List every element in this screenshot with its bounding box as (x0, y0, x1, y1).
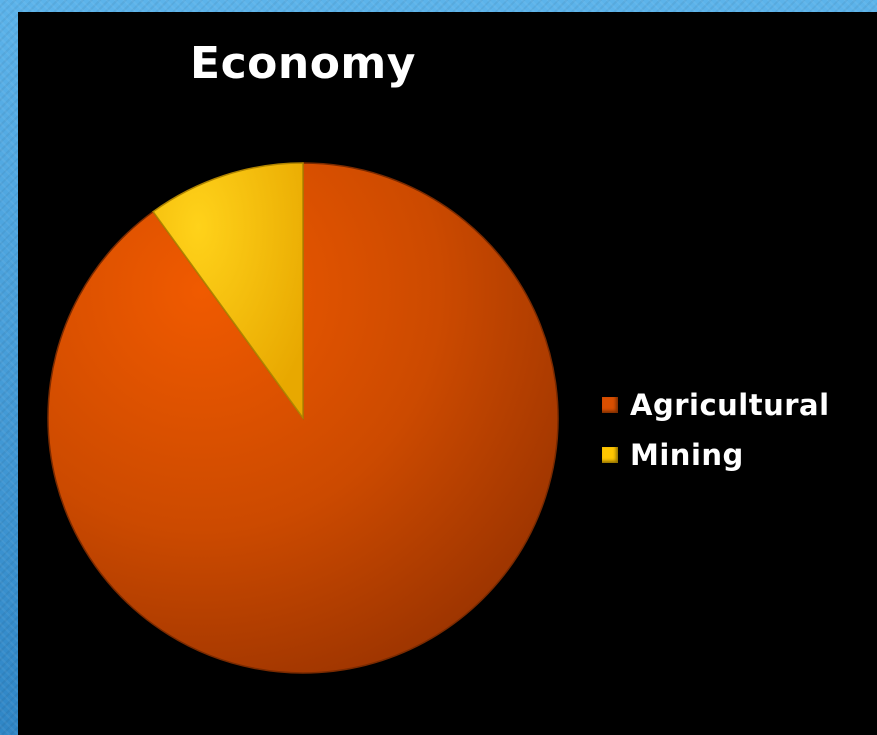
chart-title: Economy (190, 38, 416, 89)
pie-slice-agricultural (47, 162, 559, 674)
legend-label-mining: Mining (630, 438, 744, 472)
legend-swatch-agricultural (602, 397, 618, 413)
legend-item-mining: Mining (602, 430, 830, 480)
legend: Agricultural Mining (602, 380, 830, 480)
legend-label-agricultural: Agricultural (630, 388, 830, 422)
legend-swatch-mining (602, 447, 618, 463)
chart-panel: Economy Agricultural Mining (18, 12, 877, 735)
pie-chart (47, 162, 559, 674)
legend-item-agricultural: Agricultural (602, 380, 830, 430)
pie-slice-mining (152, 162, 304, 421)
